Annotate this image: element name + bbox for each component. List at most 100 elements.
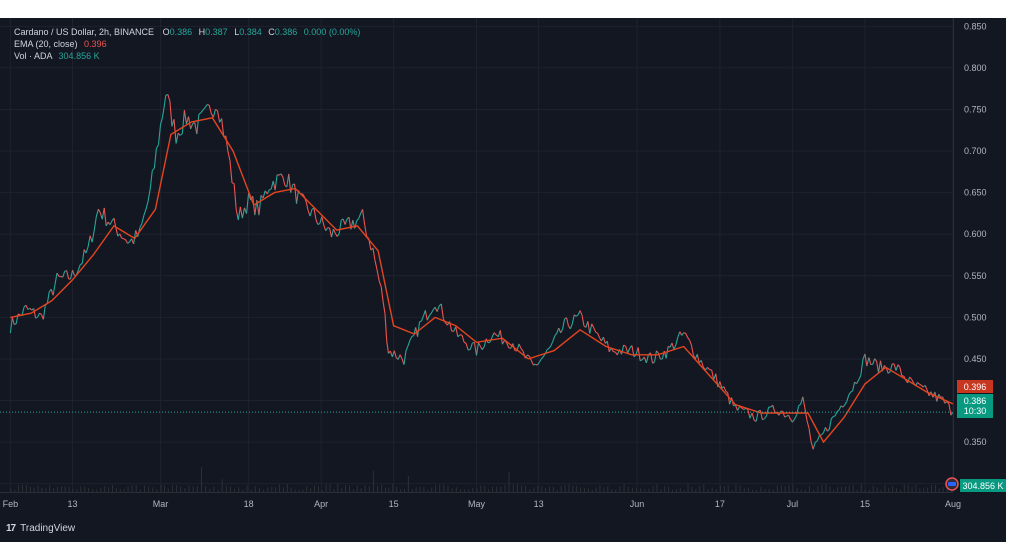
price-segment [548,345,552,349]
legend-ema-value: 0.396 [84,39,107,49]
legend-row-volume[interactable]: Vol · ADA 304.856 K [14,51,100,61]
price-segment [481,346,485,350]
volume-bar [619,486,621,492]
price-segment [824,427,828,432]
price-segment [571,314,575,324]
price-segment [358,213,362,219]
price-segment [675,337,679,345]
price-segment [35,316,38,319]
price-segment [540,356,544,360]
price-segment [11,317,15,325]
price-segment [307,210,311,217]
volume-bar [915,484,917,492]
volume-bar [583,488,585,492]
volume-bar [776,485,778,492]
price-segment [556,327,560,334]
volume-bar [627,486,629,492]
price-segment [919,383,922,386]
price-segment [766,406,770,416]
volume-bar [615,489,617,492]
price-segment [364,224,368,237]
volume-bar [804,489,806,492]
volume-bar [587,488,589,492]
volume-bar [599,485,601,492]
volume-bar [225,485,227,492]
volume-bar [545,488,547,492]
price-segment [372,247,376,261]
price-segment [501,339,505,345]
volume-bar [411,489,413,492]
volume-bar [242,489,244,492]
price-segment [827,428,830,432]
volume-bar [533,487,535,492]
price-segment [463,341,467,344]
legend-h-label: H [198,27,206,37]
price-segment [794,414,798,420]
price-segment [786,414,789,417]
volume-bar [760,487,762,492]
price-segment [60,276,63,278]
price-segment [461,334,465,343]
price-chart[interactable]: 0.3000.3500.4000.4500.5000.5500.6000.650… [0,18,1006,542]
price-segment [589,323,593,334]
y-tick-label: 0.850 [964,21,987,31]
price-segment [784,415,787,418]
price-segment [808,428,812,442]
volume-bar [431,487,433,492]
volume-bar [84,486,86,492]
price-segment [508,347,511,349]
volume-bar [723,485,725,492]
volume-bar [205,485,207,492]
price-axis[interactable]: 0.3000.3500.4000.4500.5000.5500.6000.650… [964,21,987,488]
price-segment [362,209,366,225]
price-segment [378,280,382,287]
volume-bar [345,484,347,492]
price-segment [66,270,70,280]
volume-bar [135,484,137,492]
volume-bar [656,484,658,492]
price-segment [196,114,200,135]
price-segment [338,220,342,234]
volume-bar [352,489,354,492]
volume-bar [800,489,802,492]
chart-frame[interactable]: 0.3000.3500.4000.4500.5000.5500.6000.650… [0,18,1006,542]
price-segment [562,318,566,330]
volume-bar [699,485,701,492]
volume-bar [104,486,106,492]
x-tick-label: May [468,499,486,509]
volume-bar [152,487,154,492]
price-segment [105,221,109,227]
price-segment [350,219,354,230]
price-segment [493,332,497,336]
x-tick-label: 18 [244,499,254,509]
countdown-badge: 10:30 [964,406,987,416]
volume-bar [275,487,277,492]
volume-bar [946,486,948,492]
price-segment [295,190,300,204]
volume-bar [595,487,597,492]
price-segment [239,206,243,219]
tradingview-logo[interactable]: 17 TradingView [6,523,75,534]
volume-bar [872,485,874,492]
volume-bar [711,487,713,492]
time-axis[interactable]: Feb 13 Mar 18 Apr 15 May 13 Jun 17 Jul 15 Aug [3,499,961,509]
price-segment [565,317,569,326]
legend-row-ema[interactable]: EMA (20, close) 0.396 [14,39,107,49]
x-tick-label: 13 [534,499,544,509]
price-segment [473,342,478,356]
volume-bars [10,467,952,492]
volume-bar [464,489,466,492]
price-segment [280,173,284,178]
volume-bar [735,484,737,492]
price-segment [483,338,487,347]
volume-bar [504,484,506,492]
grid-lines [0,18,954,492]
volume-bar [572,485,574,492]
y-tick-label: 0.450 [964,354,987,364]
price-segment [323,224,327,231]
volume-bar [660,489,662,492]
volume-bar [529,488,531,492]
volume-bar [80,486,82,492]
volume-bar [294,489,296,492]
price-segment [816,435,820,442]
